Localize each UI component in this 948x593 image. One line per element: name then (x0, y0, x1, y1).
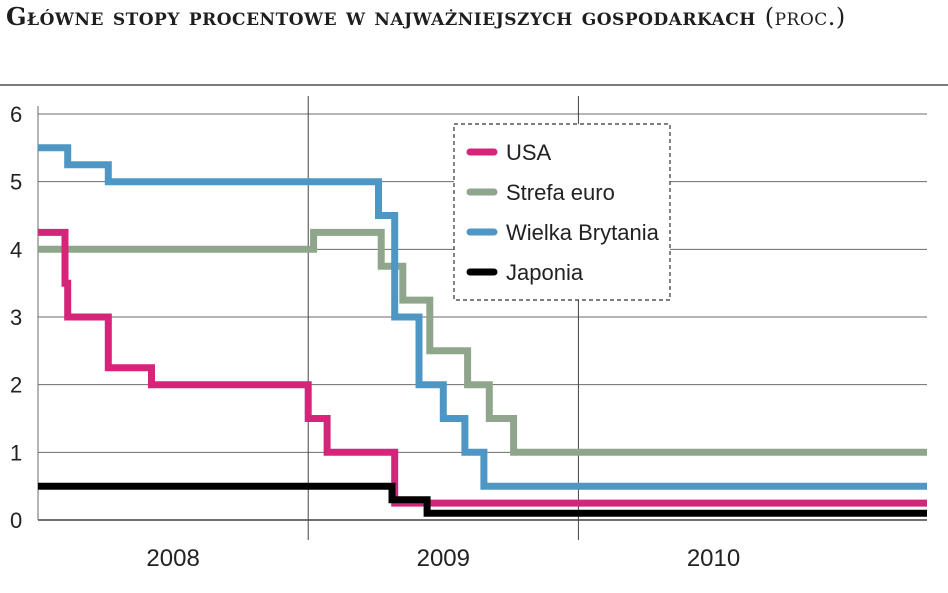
y-tick-label-5: 5 (10, 170, 22, 195)
x-tick-label-2010: 2010 (687, 545, 740, 572)
legend: USA Strefa euro Wielka Brytania Japonia (453, 123, 671, 301)
y-tick-label-2: 2 (10, 373, 22, 398)
chart-title: Główne stopy procentowe w najważniejszyc… (6, 2, 906, 32)
chart-title-unit: (proc.) (764, 3, 846, 31)
series-line-4 (38, 482, 927, 517)
legend-label-3: Wielka Brytania (506, 220, 660, 245)
title-divider (0, 84, 948, 86)
series-lines (38, 144, 927, 517)
y-tick-label-3: 3 (10, 305, 22, 330)
x-tick-label-2009: 2009 (417, 545, 470, 572)
y-tick-label-6: 6 (10, 102, 22, 127)
series-line-3 (38, 144, 927, 490)
legend-label-2: Strefa euro (506, 180, 615, 205)
y-tick-label-0: 0 (10, 508, 22, 533)
chart-title-main: Główne stopy procentowe w najważniejszyc… (6, 2, 756, 31)
legend-label-1: USA (506, 140, 552, 165)
x-axis-ticks: 2008 2009 2010 (146, 545, 740, 572)
legend-label-4: Japonia (506, 260, 584, 285)
y-tick-label-1: 1 (10, 440, 22, 465)
series-line-2 (38, 228, 927, 456)
y-tick-label-4: 4 (10, 237, 22, 262)
series-line-1 (38, 228, 927, 507)
y-axis-ticks: 0 1 2 3 4 5 6 (10, 102, 22, 533)
x-tick-label-2008: 2008 (146, 545, 199, 572)
